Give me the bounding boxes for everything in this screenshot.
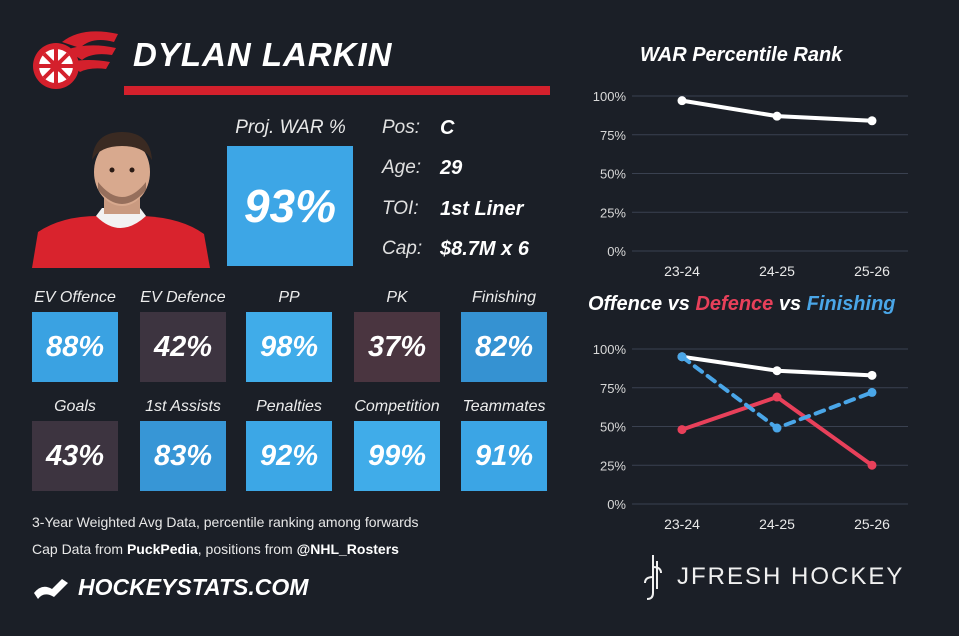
- chart1-xtick-label: 24-25: [759, 263, 795, 279]
- jfresh-brand: JFRESH HOCKEY: [643, 553, 904, 601]
- toi-value: 1st Liner: [440, 198, 524, 220]
- metric-box-ev-offence: 88%: [32, 312, 118, 382]
- chart1-ytick-label: 0%: [607, 244, 626, 259]
- chart2-title-finishing: Finishing: [806, 293, 896, 315]
- projected-war-value: 93%: [227, 146, 353, 266]
- team-logo: [33, 31, 118, 89]
- footnote-sources: Cap Data from PuckPedia, positions from …: [32, 541, 399, 557]
- chart1-ytick-label: 75%: [600, 128, 626, 143]
- chart1-series-point-0: [772, 111, 782, 121]
- metric-label-ev-offence: EV Offence: [34, 289, 116, 306]
- metric-label-first-assists: 1st Assists: [145, 398, 221, 415]
- metric-label-finishing: Finishing: [471, 289, 537, 306]
- chart2-ytick-label: 25%: [600, 458, 626, 473]
- chart2-title-vs2: vs: [773, 293, 807, 315]
- chart2-ytick-label: 75%: [600, 381, 626, 396]
- chart2-title-offence: Offence: [588, 293, 663, 315]
- cap-value: $8.7M x 6: [440, 238, 529, 260]
- chart1-xtick-label: 23-24: [664, 263, 700, 279]
- footnote-mid: , positions from: [197, 541, 297, 557]
- metric-label-goals: Goals: [54, 398, 96, 415]
- chart2-ytick-label: 50%: [600, 420, 626, 435]
- metric-box-teammates: 91%: [461, 421, 547, 491]
- player-photo: [32, 120, 210, 268]
- jfresh-logo-icon: [644, 555, 662, 600]
- toi-label: TOI:: [382, 198, 419, 219]
- metric-label-pk: PK: [386, 289, 408, 306]
- offence-defence-finishing-chart: 0% 25% 50% 75% 100% 23-24 24-25 25-26: [593, 342, 908, 532]
- chart2-xtick-label: 24-25: [759, 516, 795, 532]
- metric-box-ev-defence: 42%: [140, 312, 226, 382]
- footnote-prefix: Cap Data from: [32, 541, 127, 557]
- hockeystats-logo-icon: [34, 578, 68, 599]
- chart2-xtick-label: 25-26: [854, 516, 890, 532]
- cap-label: Cap:: [382, 238, 423, 259]
- chart2-series-point-1: [677, 425, 687, 435]
- position-label: Pos:: [382, 117, 421, 138]
- hockeystats-brand: HOCKEYSTATS.COM: [32, 574, 308, 601]
- age-label: Age:: [382, 157, 422, 178]
- metric-label-competition: Competition: [354, 398, 440, 415]
- position-value: C: [440, 117, 455, 139]
- projected-war-label: Proj. WAR %: [235, 117, 346, 138]
- chart1-ytick-label: 100%: [593, 89, 627, 104]
- name-underline: [124, 86, 550, 95]
- chart1-title: WAR Percentile Rank: [640, 44, 843, 66]
- metric-box-first-assists: 83%: [140, 421, 226, 491]
- metric-box-goals: 43%: [32, 421, 118, 491]
- player-name: DYLAN LARKIN: [133, 36, 393, 73]
- metric-box-pp: 98%: [246, 312, 332, 382]
- chart2-series-point-1: [867, 460, 877, 470]
- age-value: 29: [440, 157, 463, 179]
- war-percentile-chart: 0% 25% 50% 75% 100% 23-24 24-25 25-26: [593, 89, 908, 279]
- chart1-ytick-label: 25%: [600, 205, 626, 220]
- metric-label-penalties: Penalties: [256, 398, 322, 415]
- metric-label-teammates: Teammates: [462, 398, 546, 415]
- chart2-title: Offence vs Defence vs Finishing: [588, 293, 896, 316]
- hockeystats-text: HOCKEYSTATS.COM: [78, 574, 309, 600]
- chart2-series-point-1: [772, 392, 782, 402]
- chart2-title-vs1: vs: [662, 293, 696, 315]
- chart1-series-point-0: [677, 96, 687, 106]
- chart1-xtick-label: 25-26: [854, 263, 890, 279]
- chart2-series-point-0: [772, 366, 782, 376]
- jfresh-text: JFRESH HOCKEY: [677, 563, 905, 590]
- source-nhl-rosters: @NHL_Rosters: [296, 541, 399, 557]
- metric-box-pk: 37%: [354, 312, 440, 382]
- footnote-data: 3-Year Weighted Avg Data, percentile ran…: [32, 514, 419, 530]
- metric-label-ev-defence: EV Defence: [140, 289, 226, 306]
- chart2-title-defence: Defence: [695, 293, 774, 315]
- source-puckpedia: PuckPedia: [126, 541, 198, 557]
- chart1-series-point-0: [867, 116, 877, 126]
- chart2-xtick-label: 23-24: [664, 516, 700, 532]
- metric-box-competition: 99%: [354, 421, 440, 491]
- metric-box-finishing: 82%: [461, 312, 547, 382]
- chart2-series-point-0: [867, 370, 877, 380]
- chart2-ytick-label: 0%: [607, 497, 626, 512]
- metric-label-pp: PP: [278, 289, 300, 306]
- metric-box-penalties: 92%: [246, 421, 332, 491]
- chart2-series-point-2: [677, 352, 687, 362]
- chart2-ytick-label: 100%: [593, 342, 627, 357]
- chart2-series-point-2: [867, 387, 877, 397]
- chart1-ytick-label: 50%: [600, 167, 626, 182]
- chart2-series-point-2: [772, 423, 782, 433]
